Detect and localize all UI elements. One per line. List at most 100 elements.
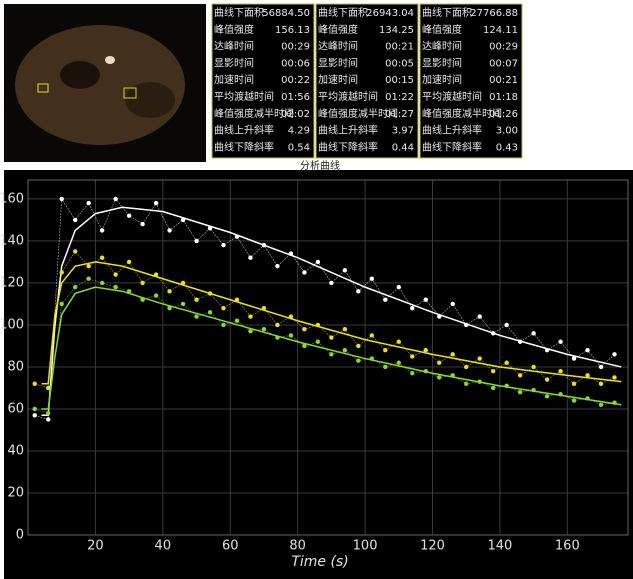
data-point (86, 263, 91, 269)
param-value: 01:18 (489, 92, 518, 103)
data-point (477, 314, 482, 319)
data-point (113, 284, 118, 290)
data-point (167, 289, 172, 294)
data-point (383, 297, 388, 302)
data-point (32, 413, 37, 418)
param-panel (211, 3, 315, 159)
param-value: 134.25 (379, 25, 414, 36)
param-value: 00:05 (385, 58, 414, 69)
param-label: 达峰时间 (422, 40, 462, 53)
data-point (531, 331, 536, 336)
data-point (315, 259, 321, 265)
series-trace (34, 197, 615, 420)
data-point (315, 339, 321, 344)
data-point (396, 284, 401, 290)
param-value: 27766.88 (470, 8, 518, 19)
data-point (383, 347, 388, 353)
data-point (544, 394, 550, 399)
data-point (423, 347, 428, 353)
param-value: 01:56 (281, 92, 310, 103)
data-point (180, 301, 186, 307)
data-point (356, 343, 361, 349)
data-point (571, 381, 577, 386)
data-point (571, 356, 577, 361)
x-axis-label: Time (s) (291, 554, 348, 570)
param-label: 显影时间 (422, 56, 462, 69)
param-label: 曲线下面积 (214, 6, 264, 19)
param-label: 曲线下面积 (422, 6, 472, 19)
y-tick-label: 40 (7, 443, 24, 458)
data-point (369, 333, 375, 338)
param-label: 加速时间 (318, 73, 358, 86)
roi (37, 83, 49, 93)
x-tick-label: 20 (87, 539, 104, 554)
data-point (437, 375, 442, 380)
data-point (59, 270, 64, 275)
data-point (167, 228, 172, 233)
param-value: 0.43 (496, 142, 518, 153)
param-value: 02:02 (281, 109, 310, 120)
y-tick-label: 20 (7, 485, 24, 500)
data-point (464, 381, 469, 386)
series-trace (34, 250, 615, 389)
data-point (99, 255, 105, 260)
param-label: 曲线上升斜率 (318, 124, 378, 137)
data-point (99, 280, 105, 286)
data-point (194, 297, 199, 302)
x-tick-label: 140 (487, 539, 512, 554)
param-value: 156.13 (275, 25, 310, 36)
data-point (140, 221, 145, 227)
data-point (221, 322, 226, 328)
y-tick-label: 80 (7, 359, 24, 374)
param-value: 26943.04 (366, 8, 414, 19)
x-tick-label: 120 (420, 539, 445, 554)
param-label: 峰值强度 (318, 23, 358, 36)
param-label: 峰值强度减半时间 (422, 107, 502, 120)
param-label: 曲线上升斜率 (214, 124, 274, 137)
y-tick-label: 100 (0, 317, 24, 332)
data-point (275, 322, 280, 328)
param-value: 56884.50 (262, 8, 310, 19)
param-label: 曲线下面积 (318, 6, 368, 19)
param-label: 曲线上升斜率 (422, 124, 482, 137)
data-point (410, 371, 415, 376)
y-tick-label: 0 (16, 528, 24, 543)
data-point (517, 389, 523, 395)
param-label: 峰值强度减半时间 (318, 107, 398, 120)
data-point (598, 364, 604, 370)
x-tick-label: 60 (222, 539, 239, 554)
param-value: 00:15 (385, 75, 414, 86)
data-point (153, 200, 159, 206)
data-point (571, 398, 577, 403)
param-label: 平均渡越时间 (318, 90, 378, 103)
param-value: 3.97 (392, 126, 414, 137)
data-point (221, 305, 226, 311)
data-point (261, 326, 267, 332)
param-value: 01:22 (385, 92, 414, 103)
data-point (504, 360, 509, 365)
data-point (477, 356, 482, 361)
y-tick-label: 160 (0, 191, 24, 206)
param-label: 峰值强度减半时间 (214, 107, 294, 120)
param-value: 124.11 (483, 25, 518, 36)
param-label: 峰值强度 (422, 23, 462, 36)
data-point (99, 228, 105, 233)
param-value: 4.29 (288, 126, 310, 137)
data-point (517, 373, 523, 378)
data-point (504, 322, 509, 328)
data-point (612, 352, 617, 357)
param-panel (315, 3, 419, 159)
param-label: 曲线下降斜率 (422, 140, 482, 153)
param-value: 00:22 (281, 75, 310, 86)
param-label: 加速时间 (422, 73, 462, 86)
data-point (275, 263, 280, 269)
y-tick-label: 120 (0, 275, 24, 290)
data-point (72, 249, 78, 254)
param-label: 加速时间 (214, 73, 254, 86)
data-point (302, 326, 307, 332)
data-point (153, 293, 159, 298)
data-point (86, 276, 91, 281)
param-value: 01:27 (385, 109, 414, 120)
